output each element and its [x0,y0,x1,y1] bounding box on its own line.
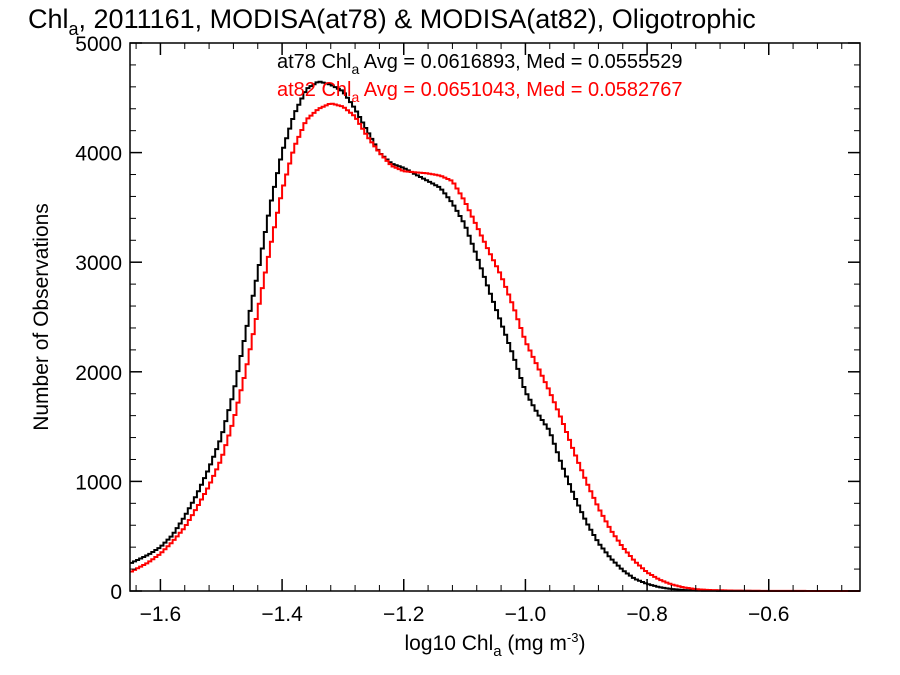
legend-entry-at78: at78 Chla Avg = 0.0616893, Med = 0.05555… [277,51,683,77]
title-pre: Chl [28,4,69,34]
xlabel-sub: a [493,643,502,660]
chart-title: Chla, 2011161, MODISA(at78) & MODISA(at8… [28,4,756,39]
series-layer [130,80,860,592]
x-tick-label: −1.2 [383,603,424,626]
series-line-at78 [130,80,860,592]
x-tick-label: −1.0 [505,603,546,626]
y-tick-label: 1000 [75,471,122,494]
y-axis-title: Number of Observations [30,203,53,431]
x-axis-title: log10 Chla (mg m-3) [405,630,586,660]
title-post: , 2011161, MODISA(at78) & MODISA(at82), … [79,4,756,34]
title-sub: a [69,19,80,39]
x-tick-label: −1.4 [261,603,303,626]
xlabel-post: ) [578,632,585,655]
x-tick-label: −0.8 [626,603,667,626]
y-tick-label: 2000 [75,362,122,385]
legend-entry-at82: at82 Chla Avg = 0.0651043, Med = 0.05827… [277,79,683,105]
legend-at78-sub: a [352,61,360,77]
y-tick-label: 4000 [75,143,122,166]
legend-at78-pre: at78 Chl [277,51,352,73]
legend-at82-pre: at82 Chl [277,79,352,101]
legend-at82-sub: a [352,89,360,105]
x-tick-label: −1.6 [140,603,181,626]
xlabel-mid: (mg m [502,632,567,655]
series-line-at82 [130,102,860,592]
tick-layer: −1.6 −1.4 −1.2 −1.0 −0.8 −0.6 0 1000 2000 3000 400… [75,33,860,626]
y-tick-label: 3000 [75,252,122,275]
y-tick-label: 5000 [75,33,122,56]
legend-at78-post: Avg = 0.0616893, Med = 0.0555529 [359,51,682,73]
xlabel-pre: log10 Chl [405,632,494,655]
y-tick-label: 0 [110,581,122,604]
legend-at82-post: Avg = 0.0651043, Med = 0.0582767 [359,79,682,101]
plot-frame [129,42,861,592]
x-tick-label: −0.6 [748,603,789,626]
xlabel-sup: -3 [567,630,579,645]
